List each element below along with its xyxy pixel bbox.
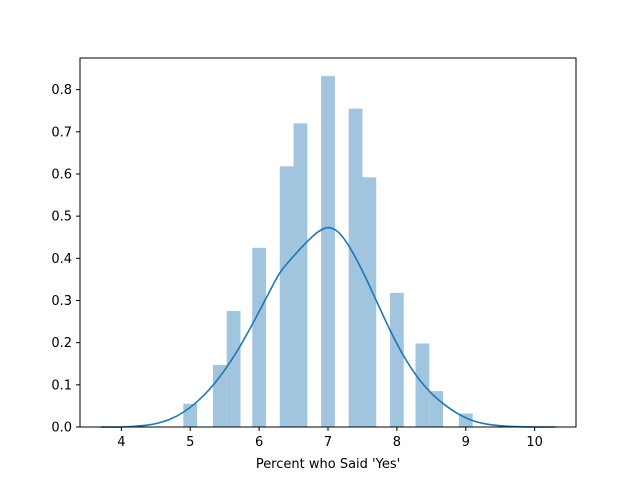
histogram-bar-9: [390, 292, 404, 427]
histogram-bar-2: [226, 311, 241, 427]
x-tick-label: 6: [255, 435, 263, 450]
x-tick-label: 5: [186, 435, 194, 450]
histogram-bars: [183, 76, 473, 428]
histogram-bar-7: [348, 108, 363, 428]
histogram-bar-4: [279, 166, 294, 427]
histogram-bar-5: [293, 123, 308, 428]
histogram-bar-11: [429, 391, 444, 427]
y-tick-label: 0.0: [51, 421, 72, 436]
x-axis: 4 5 6 7 8 9 10: [117, 427, 543, 450]
x-tick-label: 8: [393, 435, 401, 450]
histogram-bar-6: [321, 76, 335, 427]
y-tick-label: 0.4: [51, 252, 72, 267]
histogram-bar-8: [362, 177, 377, 427]
x-tick-label: 4: [117, 435, 125, 450]
y-axis: 0.0 0.1 0.2 0.3 0.4 0.5 0.6 0.7 0.8: [51, 83, 80, 436]
y-tick-label: 0.1: [51, 378, 72, 393]
y-tick-label: 0.6: [51, 167, 72, 182]
y-tick-label: 0.3: [51, 294, 72, 309]
x-tick-label: 9: [462, 435, 470, 450]
y-tick-label: 0.5: [51, 210, 72, 225]
kde-curve: [100, 226, 556, 428]
histogram-bar-10: [415, 343, 430, 427]
x-axis-label: Percent who Said 'Yes': [256, 457, 400, 472]
histogram-bar-3: [252, 247, 266, 427]
histogram-bar-1: [212, 365, 227, 427]
y-tick-label: 0.8: [51, 83, 72, 98]
y-tick-label: 0.7: [51, 125, 72, 140]
x-tick-label: 10: [526, 435, 543, 450]
x-tick-label: 7: [324, 435, 332, 450]
y-tick-label: 0.2: [51, 336, 72, 351]
